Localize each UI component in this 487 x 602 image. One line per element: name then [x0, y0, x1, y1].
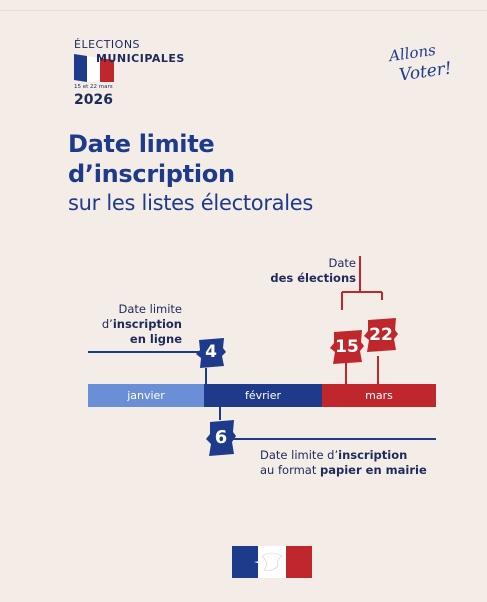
title-line1: Date limite	[68, 130, 215, 158]
online-label-prefix: d’	[101, 317, 113, 331]
online-deadline-badge: 4	[196, 338, 226, 368]
online-label-line3: en ligne	[129, 332, 182, 346]
election-dates-small: 15 et 22 mars	[74, 84, 113, 90]
elections-label: ÉLECTIONS	[74, 38, 141, 51]
paper-label-bold2: papier en mairie	[320, 463, 427, 477]
republique-francaise-logo	[232, 546, 312, 578]
elections-label: Date des élections	[260, 256, 356, 286]
election-year: 2026	[74, 92, 113, 108]
paper-label-prefix2: au format	[260, 463, 321, 477]
title-line2: d’inscription	[68, 160, 235, 188]
municipales-label: MUNICIPALES	[96, 52, 185, 65]
election-day2-badge: 22	[364, 318, 398, 352]
french-flag-icon	[74, 54, 114, 82]
top-divider	[0, 10, 487, 11]
paper-deadline-badge: 6	[206, 420, 236, 456]
paper-deadline-label: Date limite d’inscription au format papi…	[260, 448, 450, 478]
election-day1: 15	[335, 337, 359, 357]
paper-label-prefix1: Date limite d’	[260, 448, 339, 462]
elections-label-top: Date	[328, 256, 357, 270]
month-fevrier: février	[204, 384, 322, 407]
month-mars: mars	[322, 384, 436, 407]
online-label-line1: Date limite	[118, 302, 182, 316]
online-label-bold: inscription	[112, 317, 182, 331]
title-line3: sur les listes électorales	[68, 191, 314, 215]
month-janvier: janvier	[88, 384, 204, 407]
elections-label-bottom: des élections	[270, 271, 356, 285]
paper-label-bold1: inscription	[338, 448, 408, 462]
paper-deadline-day: 6	[214, 427, 228, 448]
election-day1-badge: 15	[330, 330, 364, 364]
online-deadline-day: 4	[205, 342, 217, 362]
online-deadline-label: Date limite d’inscription en ligne	[80, 302, 182, 347]
election-day2: 22	[369, 325, 393, 345]
